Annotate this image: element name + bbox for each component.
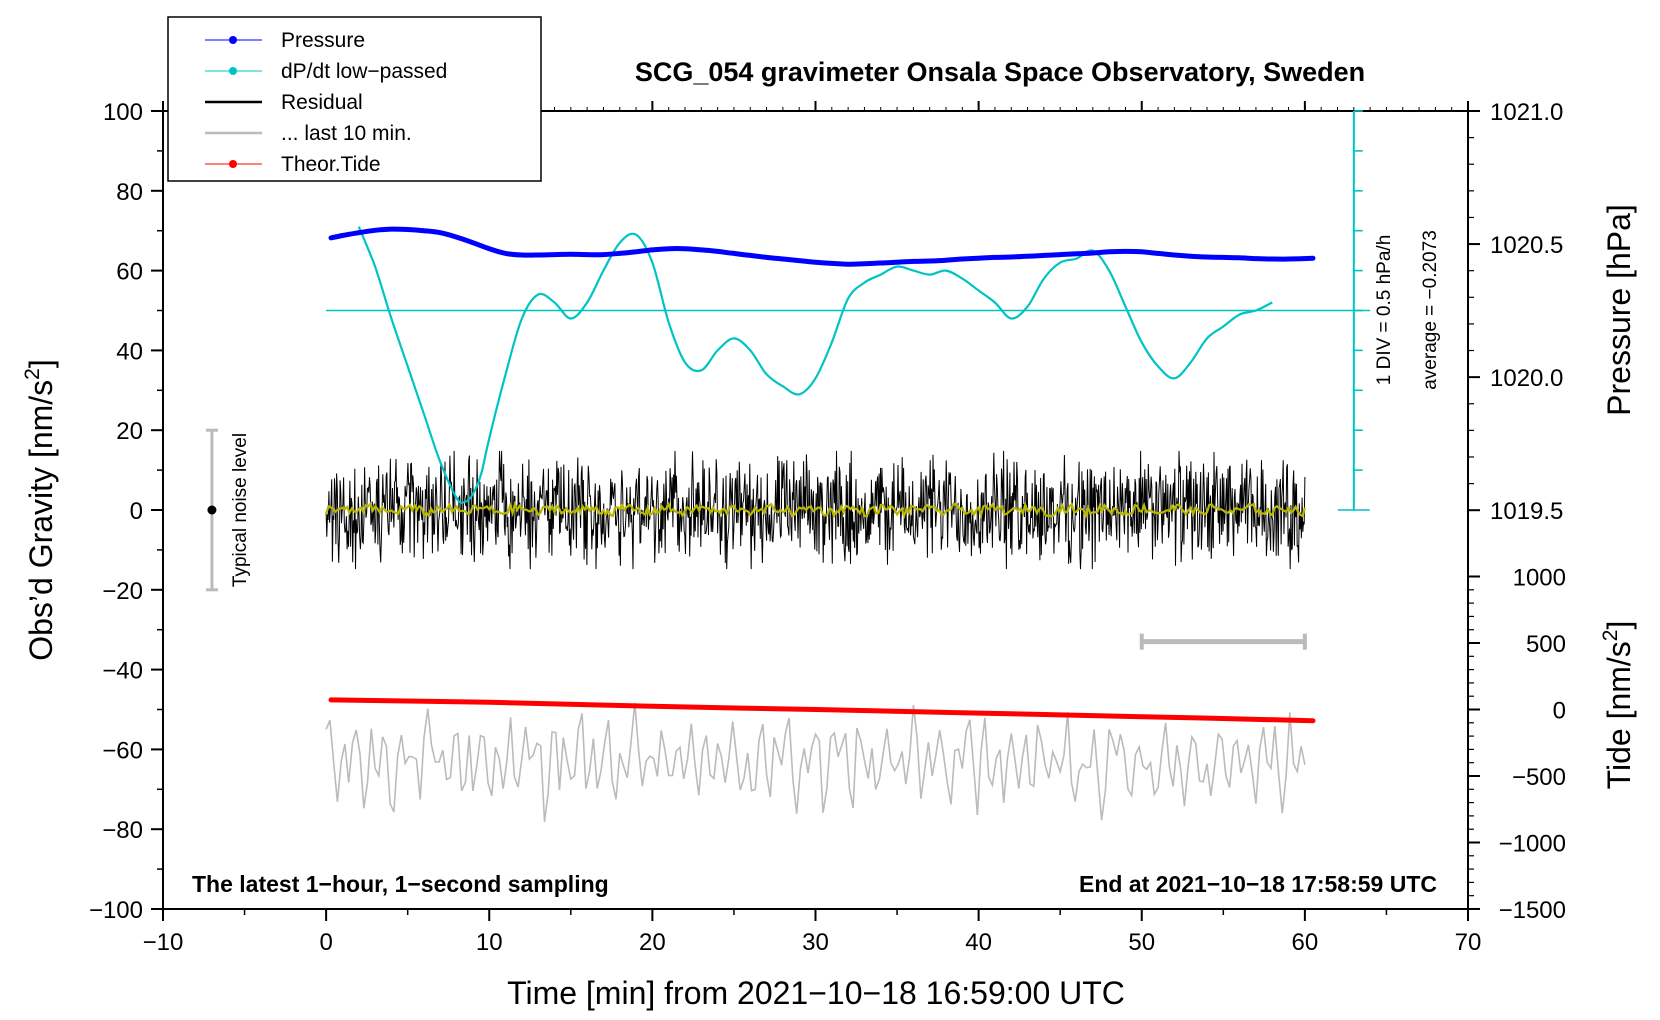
pressure-tick-label-1020: 1020.0	[1490, 365, 1563, 392]
legend-label-dp-dt-low-passed: dP/dt low−passed	[281, 60, 447, 83]
x-axis: −10 0 10 20 30 40 50 60 70	[143, 101, 1482, 956]
noise-level-bar	[205, 428, 218, 592]
x-tick-label-30: 30	[802, 929, 829, 956]
x-tick-label--10: −10	[143, 929, 184, 956]
x-tick-label-60: 60	[1292, 929, 1319, 956]
tide-tick-label-1000: 1000	[1513, 565, 1566, 592]
y-tick-label--40: −40	[102, 658, 143, 685]
y-axis-tide-title-sup: 2	[1599, 630, 1622, 642]
legend: Pressure dP/dt low−passed Residual ... last…	[167, 16, 542, 182]
x-tick-label-40: 40	[965, 929, 992, 956]
y-tick-label--60: −60	[102, 737, 143, 764]
legend-label-last-10-min: ... last 10 min.	[281, 122, 412, 145]
legend-marker-dp-dt-low-passed	[229, 67, 237, 75]
noise-level-label: Typical noise level	[230, 433, 251, 587]
x-tick-label-0: 0	[319, 929, 332, 956]
legend-marker-theor-tide	[229, 160, 237, 168]
chart-title: SCG_054 gravimeter Onsala Space Observat…	[635, 57, 1365, 87]
tide-tick-label-500: 500	[1526, 631, 1566, 658]
legend-items: Pressure dP/dt low−passed Residual ... last…	[205, 29, 447, 176]
y-tick-label-100: 100	[103, 99, 143, 126]
noise-bar-dot	[207, 505, 217, 515]
pressure-tick-label-1020-5: 1020.5	[1490, 232, 1563, 259]
pressure-tick-label-1019-5: 1019.5	[1490, 498, 1563, 525]
annotation-bottom-left: The latest 1−hour, 1−second sampling	[192, 871, 609, 897]
y-tick-label--80: −80	[102, 817, 143, 844]
y-tick-label-40: 40	[116, 338, 143, 365]
y-axis-pressure-title: Pressure [hPa]	[1601, 204, 1637, 416]
legend-label-residual: Residual	[281, 91, 363, 114]
series-layer	[325, 226, 1371, 822]
annotation-bottom-right: End at 2021−10−18 17:58:59 UTC	[1079, 871, 1437, 897]
x-tick-label-50: 50	[1128, 929, 1155, 956]
dpdt-scale	[1337, 110, 1370, 511]
y-axis-tide: −1500 −1000 −500 0 500 1000	[1468, 565, 1566, 924]
series-residual-smoothed	[325, 500, 1306, 520]
tide-tick-label--500: −500	[1512, 764, 1566, 791]
legend-label-pressure: Pressure	[281, 29, 365, 52]
pressure-tick-label-1021: 1021.0	[1490, 99, 1563, 126]
x-axis-title: Time [min] from 2021−10−18 16:59:00 UTC	[507, 975, 1125, 1011]
y-axis-tide-title-end: ]	[1601, 621, 1637, 630]
legend-label-theor-tide: Theor.Tide	[281, 153, 381, 176]
x-tick-label-20: 20	[639, 929, 666, 956]
y-axis-left-title-main: Obs’d Gravity [nm/s	[23, 380, 59, 661]
series-pressure	[328, 226, 1316, 267]
y-axis-tide-title: Tide [nm/s2]	[1599, 621, 1637, 790]
x-tick-label-70: 70	[1455, 929, 1482, 956]
legend-box	[167, 16, 542, 182]
series-dpdt	[357, 226, 1273, 504]
y-axis-left-title-end: ]	[23, 359, 59, 368]
y-axis-left: −100 −80 −60 −40 −20 0 20 40 60 80 100	[89, 99, 163, 924]
y-tick-label-80: 80	[116, 179, 143, 206]
ten-minute-bar	[1139, 633, 1307, 650]
y-tick-label-60: 60	[116, 259, 143, 286]
series-residual	[325, 450, 1306, 570]
series-last-10-min	[325, 702, 1306, 822]
series-theor-tide	[328, 697, 1316, 724]
y-tick-label-0: 0	[130, 498, 143, 525]
dpdt-div-label: 1 DIV = 0.5 hPa/h	[1374, 235, 1395, 386]
y-tick-label--100: −100	[89, 897, 143, 924]
dpdt-average-label: average = −0.2073	[1420, 230, 1441, 390]
legend-marker-pressure	[229, 36, 237, 44]
y-tick-label-20: 20	[116, 418, 143, 445]
tide-tick-label-0: 0	[1553, 698, 1566, 725]
y-axis-left-title-sup: 2	[21, 368, 44, 380]
tide-tick-label--1000: −1000	[1499, 830, 1566, 857]
y-axis-tide-title-main: Tide [nm/s	[1601, 641, 1637, 789]
x-tick-label-10: 10	[476, 929, 503, 956]
y-tick-label--20: −20	[102, 578, 143, 605]
y-axis-left-title: Obs’d Gravity [nm/s2]	[21, 359, 59, 661]
tide-tick-label--1500: −1500	[1499, 897, 1566, 924]
